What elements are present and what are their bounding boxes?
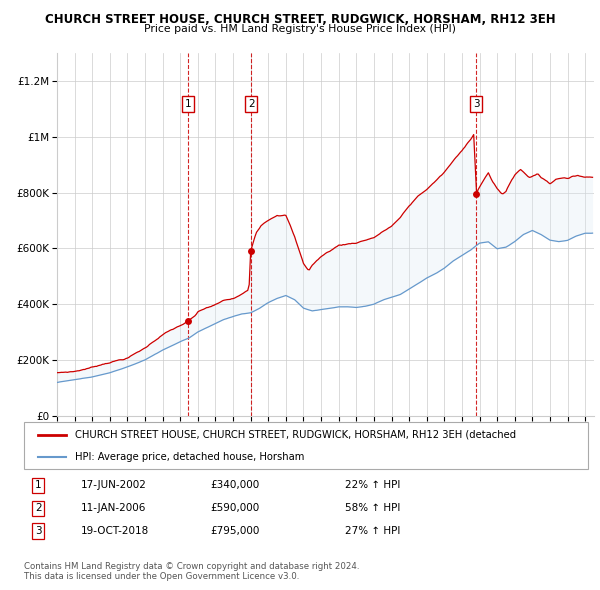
- Text: 11-JAN-2006: 11-JAN-2006: [80, 503, 146, 513]
- Text: HPI: Average price, detached house, Horsham: HPI: Average price, detached house, Hors…: [75, 453, 304, 462]
- Text: 58% ↑ HPI: 58% ↑ HPI: [346, 503, 401, 513]
- Text: Price paid vs. HM Land Registry's House Price Index (HPI): Price paid vs. HM Land Registry's House …: [144, 24, 456, 34]
- Text: 22% ↑ HPI: 22% ↑ HPI: [346, 480, 401, 490]
- Text: This data is licensed under the Open Government Licence v3.0.: This data is licensed under the Open Gov…: [24, 572, 299, 581]
- Text: 19-OCT-2018: 19-OCT-2018: [80, 526, 149, 536]
- Text: £590,000: £590,000: [210, 503, 259, 513]
- Text: 17-JUN-2002: 17-JUN-2002: [80, 480, 146, 490]
- FancyBboxPatch shape: [24, 422, 588, 469]
- Text: £795,000: £795,000: [210, 526, 259, 536]
- Text: Contains HM Land Registry data © Crown copyright and database right 2024.: Contains HM Land Registry data © Crown c…: [24, 562, 359, 571]
- Text: 2: 2: [248, 99, 254, 109]
- Text: CHURCH STREET HOUSE, CHURCH STREET, RUDGWICK, HORSHAM, RH12 3EH (detached: CHURCH STREET HOUSE, CHURCH STREET, RUDG…: [75, 430, 516, 440]
- Text: 3: 3: [35, 526, 41, 536]
- Text: 27% ↑ HPI: 27% ↑ HPI: [346, 526, 401, 536]
- Text: 1: 1: [185, 99, 191, 109]
- Text: CHURCH STREET HOUSE, CHURCH STREET, RUDGWICK, HORSHAM, RH12 3EH: CHURCH STREET HOUSE, CHURCH STREET, RUDG…: [44, 13, 556, 26]
- Text: 3: 3: [473, 99, 479, 109]
- Text: £340,000: £340,000: [210, 480, 259, 490]
- Text: 2: 2: [35, 503, 41, 513]
- Text: 1: 1: [35, 480, 41, 490]
